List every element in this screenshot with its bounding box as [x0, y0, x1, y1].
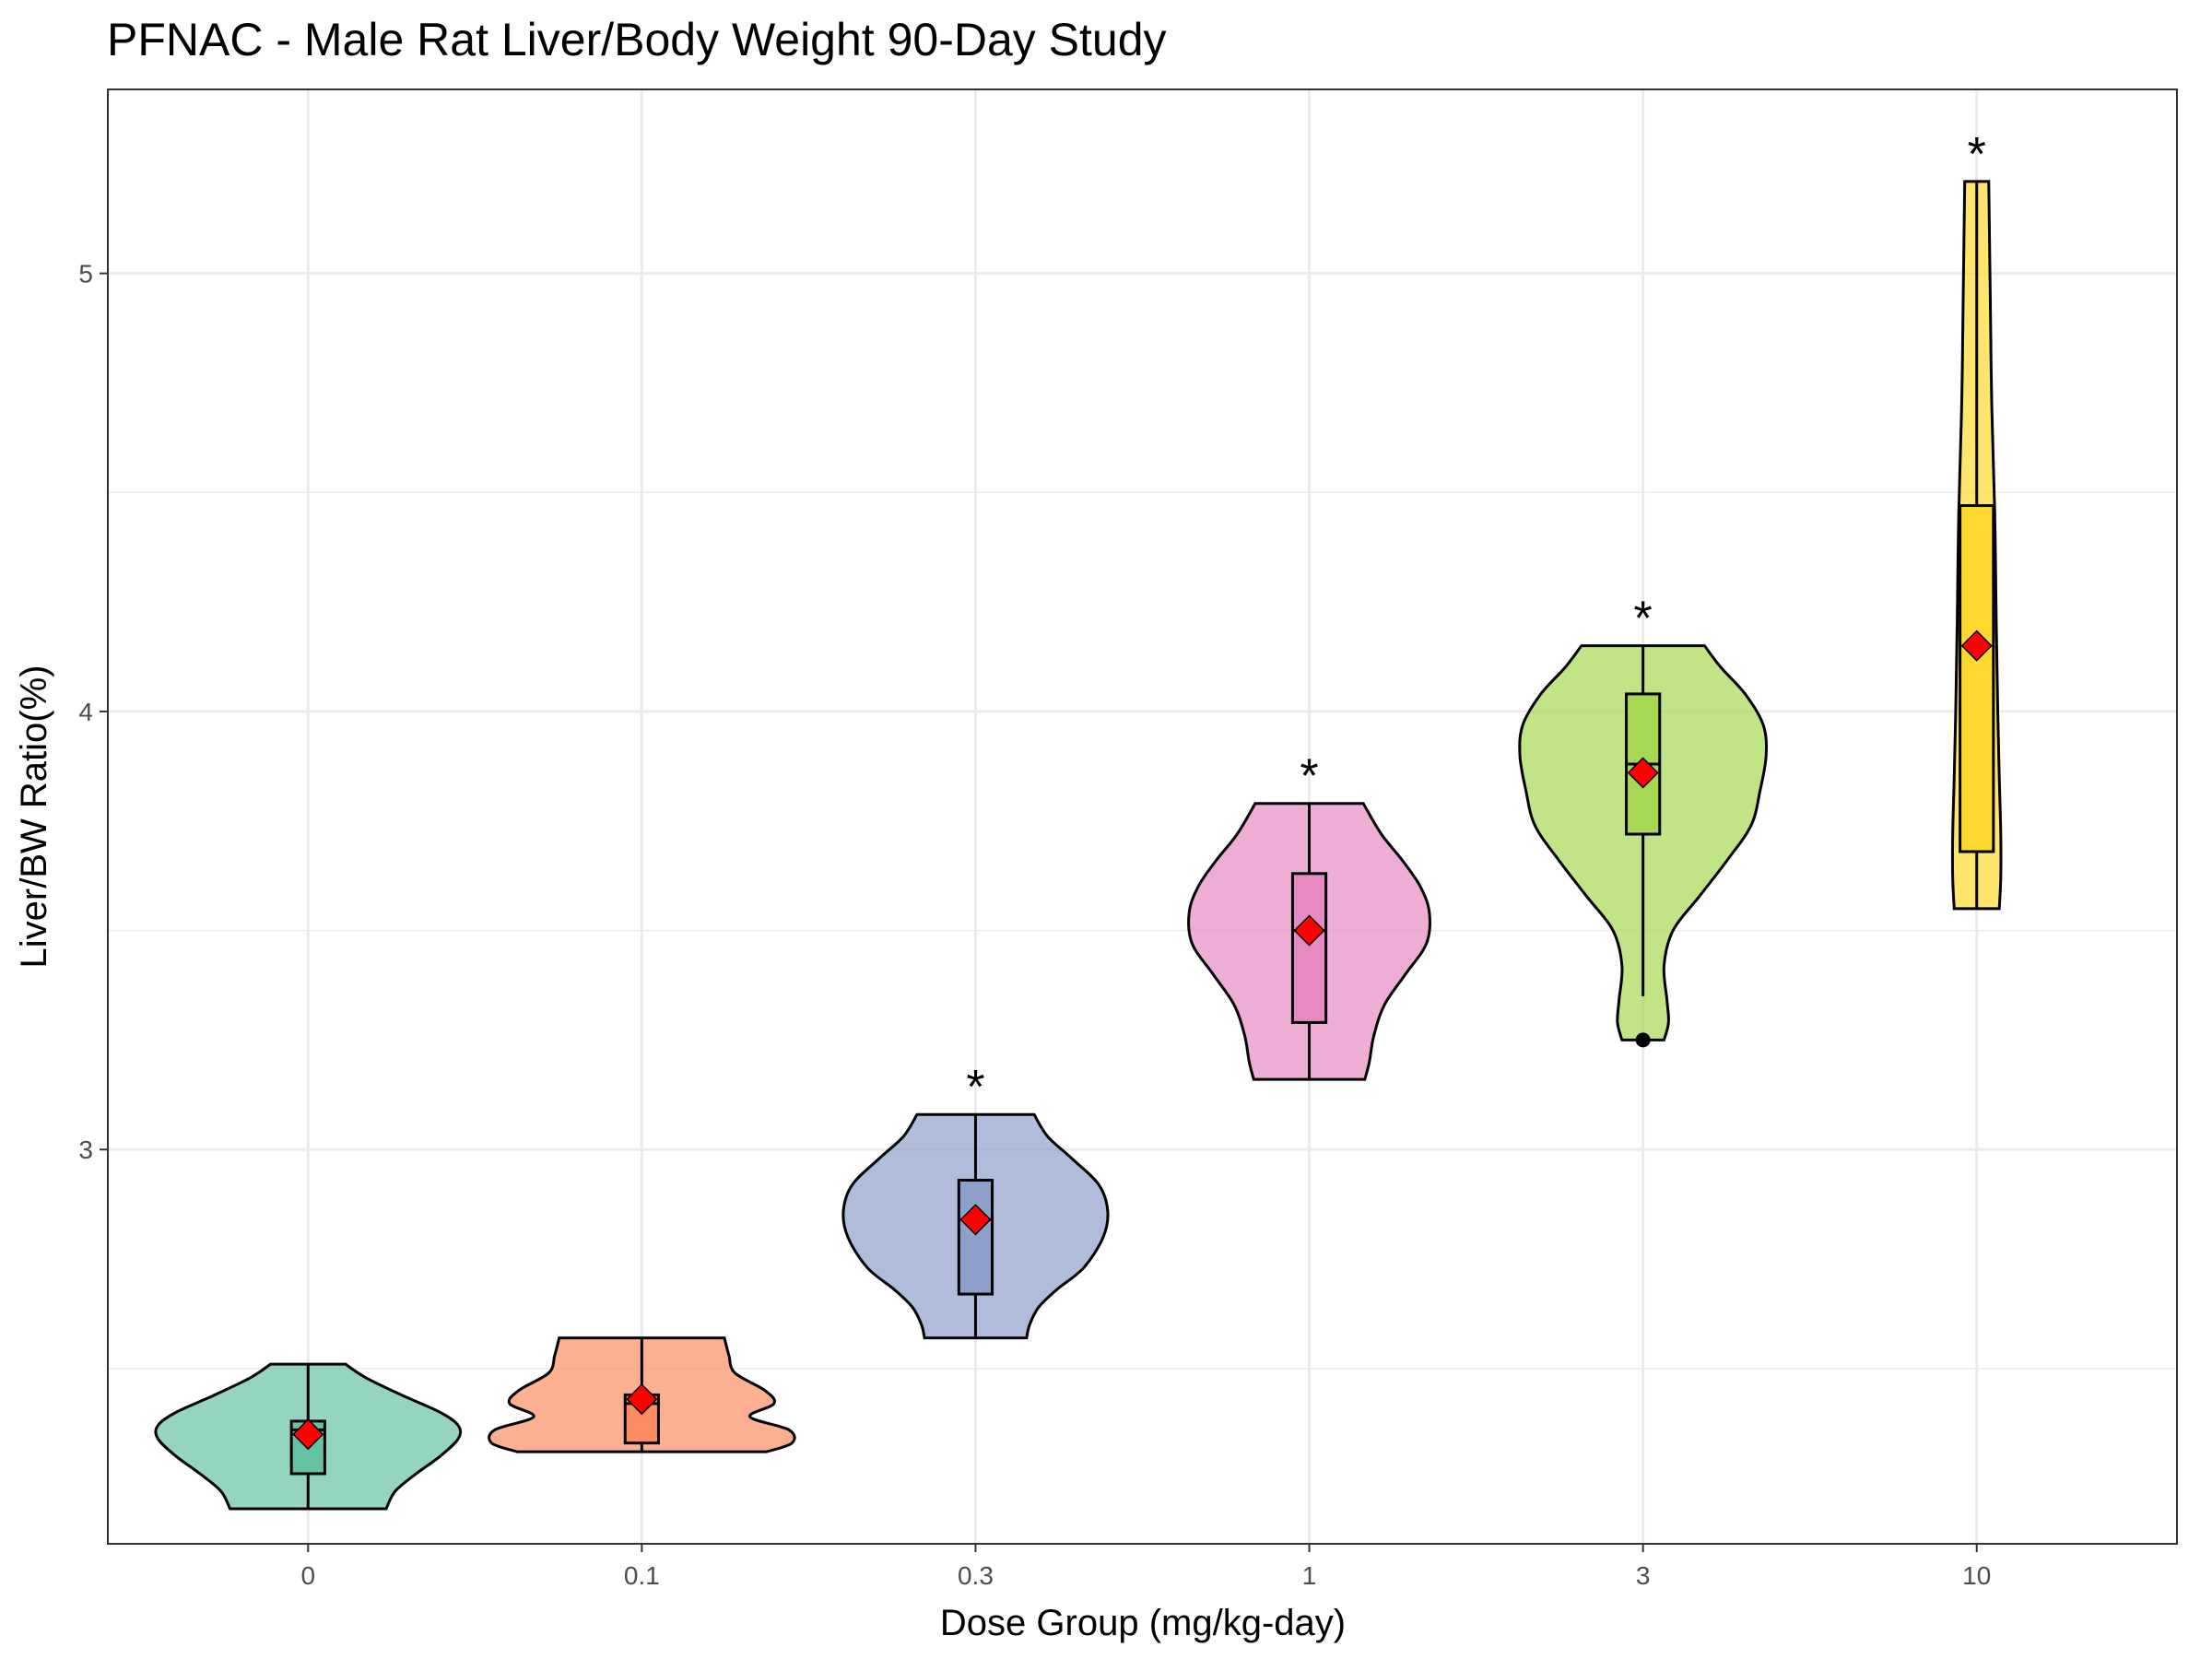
- box: [957, 1179, 994, 1296]
- violin-group-10: *: [1950, 128, 2003, 911]
- panel-border: [107, 88, 2178, 1545]
- y-tick-label: 4: [78, 698, 93, 726]
- violin-group-0.1: [488, 1336, 796, 1453]
- y-tick-label: 5: [78, 260, 93, 288]
- significance-star: *: [1968, 128, 1986, 182]
- y-axis-title: Liver/BW Ratio(%): [14, 665, 54, 969]
- significance-star: *: [1634, 593, 1653, 646]
- mean-marker: [959, 1204, 992, 1236]
- mean-marker: [626, 1383, 658, 1416]
- violin-group-0.3: *: [841, 1061, 1110, 1340]
- mean-marker: [1960, 629, 1993, 662]
- violin-group-1: *: [1187, 750, 1431, 1081]
- x-axis-title: Dose Group (mg/kg-day): [940, 1603, 1346, 1643]
- x-tick-label: 0: [300, 1561, 315, 1590]
- box: [1290, 872, 1328, 1024]
- violin-group-3: *: [1518, 593, 1769, 1048]
- axis-layer: 3 4 5 0 0.1 0.3 1 3 10: [78, 260, 1991, 1590]
- grid-layer: [108, 89, 2177, 1544]
- x-tick-label: 0.1: [624, 1561, 660, 1590]
- x-tick-label: 1: [1302, 1561, 1317, 1590]
- x-tick-label: 10: [1962, 1561, 1991, 1590]
- significance-star: *: [966, 1061, 984, 1114]
- significance-star: *: [1300, 750, 1318, 804]
- outlier-point: [1635, 1032, 1651, 1048]
- chart-title: PFNAC - Male Rat Liver/Body Weight 90-Da…: [107, 14, 1167, 65]
- x-tick-label: 3: [1636, 1561, 1651, 1590]
- mean-marker: [1293, 914, 1325, 947]
- mean-marker: [292, 1418, 324, 1451]
- violin-layer: * * * *: [154, 128, 2003, 1511]
- violin-group-0: [154, 1362, 463, 1511]
- x-tick-label: 0.3: [958, 1561, 994, 1590]
- panel-background: [108, 89, 2177, 1544]
- box: [1959, 504, 1995, 853]
- y-tick-label: 3: [78, 1135, 93, 1164]
- mean-marker: [1627, 757, 1659, 789]
